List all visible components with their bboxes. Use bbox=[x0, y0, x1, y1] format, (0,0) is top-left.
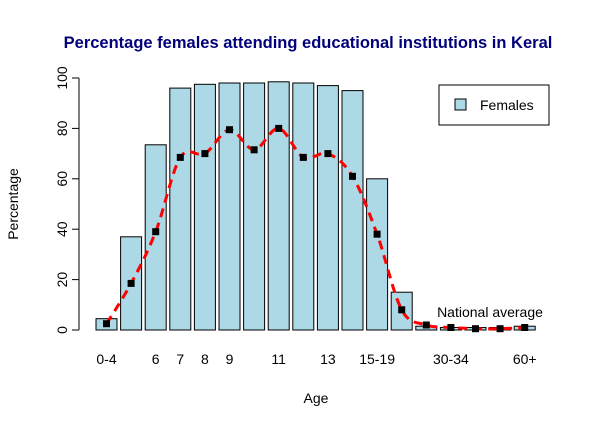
legend: Females bbox=[438, 84, 550, 126]
legend-swatch bbox=[454, 98, 467, 111]
x-tick-label: 11 bbox=[271, 351, 286, 367]
point-8 bbox=[201, 150, 209, 158]
point-11 bbox=[275, 124, 283, 132]
chart-title: Percentage females attending educational… bbox=[64, 34, 553, 52]
y-tick-label: 0 bbox=[54, 326, 70, 334]
point-9 bbox=[226, 126, 233, 134]
point-13 bbox=[324, 150, 332, 158]
point-25-29 bbox=[422, 321, 430, 329]
point-7 bbox=[176, 153, 184, 161]
point-5 bbox=[127, 279, 135, 287]
y-tick-label: 100 bbox=[54, 66, 70, 90]
bar-group bbox=[95, 81, 536, 331]
point-0-4 bbox=[103, 320, 110, 328]
point-20-24 bbox=[398, 306, 406, 314]
point-35-39 bbox=[472, 325, 479, 333]
legend-label-females: Females bbox=[480, 97, 534, 113]
y-tick-label: 60 bbox=[54, 171, 70, 187]
bar-14 bbox=[341, 90, 364, 331]
national-average-line bbox=[105, 126, 525, 331]
bar-13 bbox=[316, 85, 339, 331]
point-60+ bbox=[521, 324, 529, 331]
bar-7 bbox=[169, 87, 192, 331]
x-tick-label: 7 bbox=[176, 351, 184, 367]
point-30-34 bbox=[447, 324, 455, 331]
bar-10 bbox=[243, 82, 266, 331]
y-tick-label: 80 bbox=[54, 120, 70, 136]
x-tick-label: 60+ bbox=[513, 351, 537, 367]
x-tick-label: 0-4 bbox=[96, 351, 116, 367]
point-10 bbox=[250, 146, 258, 154]
bar-8 bbox=[193, 83, 216, 331]
point-15-19 bbox=[373, 230, 381, 238]
x-tick-label: 13 bbox=[320, 351, 336, 367]
x-axis: 0-4 6 7 8 9 11 13 15-19 30-34 60+ bbox=[96, 351, 536, 367]
bar-11 bbox=[267, 81, 290, 331]
y-tick-label: 20 bbox=[54, 272, 70, 288]
point-6 bbox=[152, 228, 160, 236]
y-axis: 0 20 40 60 80 100 bbox=[54, 66, 80, 334]
x-tick-label: 6 bbox=[152, 351, 160, 367]
y-tick-label: 40 bbox=[54, 221, 70, 237]
bar-6 bbox=[144, 144, 167, 331]
x-tick-label: 8 bbox=[201, 351, 209, 367]
y-axis-label: Percentage bbox=[5, 168, 21, 240]
line-group bbox=[103, 124, 529, 333]
bar-9 bbox=[218, 82, 241, 331]
x-tick-label: 15-19 bbox=[359, 351, 395, 367]
x-tick-label: 9 bbox=[226, 351, 234, 367]
x-tick-label: 30-34 bbox=[433, 351, 469, 367]
annotation-national-average: National average bbox=[437, 304, 543, 320]
point-12 bbox=[299, 153, 307, 161]
point-14 bbox=[349, 172, 356, 180]
bar-12 bbox=[292, 82, 315, 331]
x-axis-label: Age bbox=[304, 390, 329, 406]
point-40-59 bbox=[496, 325, 504, 333]
bar-15-19 bbox=[366, 178, 389, 331]
